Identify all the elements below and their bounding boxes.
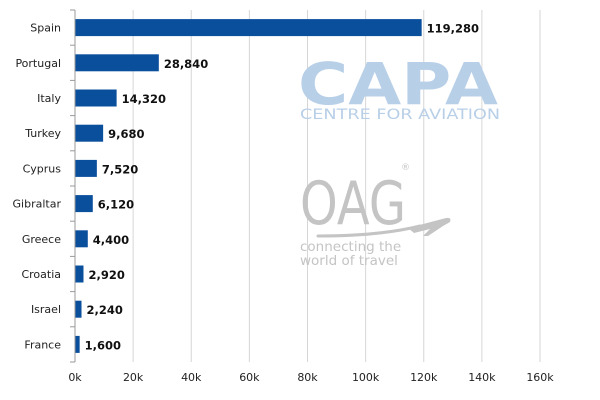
category-label-turkey: Turkey — [24, 127, 61, 140]
bar-portugal — [75, 54, 159, 72]
category-label-spain: Spain — [30, 22, 61, 35]
data-label-turkey: 9,680 — [108, 127, 144, 141]
category-label-gibraltar: Gibraltar — [13, 198, 62, 211]
data-label-gibraltar: 6,120 — [98, 198, 134, 212]
bar-spain — [75, 19, 422, 37]
category-label-portugal: Portugal — [15, 57, 61, 70]
x-tick-label: 80k — [297, 371, 318, 384]
oag-tagline-line2: world of travel — [300, 253, 398, 269]
bar-france — [75, 335, 80, 353]
data-label-israel: 2,240 — [87, 303, 123, 317]
category-label-croatia: Croatia — [21, 268, 61, 281]
oag-tagline-line1: connecting the — [300, 239, 401, 255]
x-tick-label: 140k — [468, 371, 496, 384]
data-label-greece: 4,400 — [93, 233, 129, 247]
category-label-greece: Greece — [22, 233, 61, 246]
x-tick-label: 0k — [68, 371, 82, 384]
bar-turkey — [75, 124, 104, 142]
data-label-italy: 14,320 — [122, 92, 166, 106]
capa-watermark-title: CAPA — [298, 50, 498, 118]
category-label-israel: Israel — [31, 303, 61, 316]
bar-greece — [75, 230, 88, 248]
x-tick-label: 120k — [410, 371, 438, 384]
category-label-cyprus: Cyprus — [23, 162, 62, 175]
x-tick-label: 40k — [181, 371, 202, 384]
oag-registered-mark: ® — [401, 163, 410, 173]
bars-layer — [75, 19, 422, 353]
airplane-icon — [316, 217, 451, 238]
bar-israel — [75, 300, 82, 318]
oag-watermark-title: OAG — [300, 169, 406, 239]
data-label-croatia: 2,920 — [88, 268, 124, 282]
data-label-portugal: 28,840 — [164, 57, 208, 71]
capa-watermark-subtitle: CENTRE FOR AVIATION — [300, 107, 500, 123]
category-label-italy: Italy — [37, 92, 61, 105]
grid-layer — [132, 10, 541, 362]
data-label-spain: 119,280 — [427, 22, 479, 36]
axis-layer: 0k 20k 40k 60k 80k 100k 120k 140k 160k — [68, 9, 554, 384]
labels-layer: Spain 119,280 Portugal 28,840 Italy 14,320 Tur… — [13, 22, 480, 353]
category-label-france: France — [24, 338, 61, 351]
bar-gibraltar — [75, 195, 93, 213]
x-tick-label: 160k — [526, 371, 554, 384]
bar-cyprus — [75, 159, 97, 177]
x-tick-label: 60k — [239, 371, 260, 384]
x-tick-label: 20k — [123, 371, 144, 384]
bar-croatia — [75, 265, 84, 283]
data-label-france: 1,600 — [85, 338, 121, 352]
oag-watermark: OAG ® connecting the world of travel — [300, 163, 451, 269]
bar-italy — [75, 89, 117, 107]
capa-watermark: CAPA CENTRE FOR AVIATION — [298, 50, 500, 123]
x-tick-label: 100k — [352, 371, 380, 384]
data-label-cyprus: 7,520 — [102, 162, 138, 176]
